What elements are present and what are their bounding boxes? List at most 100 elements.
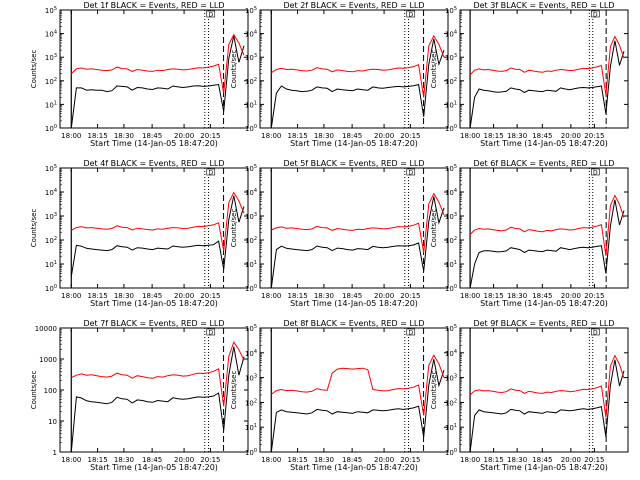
y-tick-label: 103 xyxy=(445,212,457,221)
x-tick-label: 18:00 xyxy=(61,456,81,464)
x-tick-label: 18:00 xyxy=(460,132,480,140)
y-tick-label: 100 xyxy=(245,448,257,457)
y-tick-label: 100 xyxy=(445,124,457,133)
panel-7: Det 7f BLACK = Events, RED = LLD Counts/s… xyxy=(30,319,249,472)
x-tick-label: 18:15 xyxy=(484,292,504,300)
y-tick-label: 105 xyxy=(45,6,57,15)
x-tick-label: 18:30 xyxy=(114,456,134,464)
x-tick-label: 20:00 xyxy=(561,456,581,464)
y-tick-label: 101 xyxy=(445,260,457,269)
flag-box xyxy=(206,10,216,18)
lld-series-line xyxy=(469,35,625,96)
y-tick-label: 104 xyxy=(245,30,257,39)
x-tick-label: 20:00 xyxy=(174,132,194,140)
x-tick-label: 20:00 xyxy=(374,132,394,140)
x-tick-label: 18:45 xyxy=(532,292,552,300)
plot-frame xyxy=(259,327,449,453)
lld-series-line xyxy=(70,33,245,94)
y-axis-label: Counts/sec xyxy=(30,371,38,410)
x-axis-label: Start Time (14-Jan-05 18:47:20) xyxy=(480,299,608,308)
y-tick-label: 105 xyxy=(45,164,57,173)
y-tick-label: 1000 xyxy=(39,356,57,364)
events-series-line xyxy=(270,196,445,289)
panel-title: Det 6f BLACK = Events, RED = LLD xyxy=(473,159,614,168)
panel-title: Det 1f BLACK = Events, RED = LLD xyxy=(83,1,224,10)
x-tick-label: 18:00 xyxy=(261,456,281,464)
y-tick-label: 103 xyxy=(45,53,57,62)
panel-title: Det 7f BLACK = Events, RED = LLD xyxy=(83,319,224,328)
y-axis-label: Counts/sec xyxy=(230,50,238,89)
y-tick-label: 105 xyxy=(245,6,257,15)
panel-8: Det 8f BLACK = Events, RED = LLD Counts/s… xyxy=(230,319,449,472)
y-tick-label: 100 xyxy=(245,284,257,293)
plot-frame xyxy=(259,167,449,289)
y-tick-label: 105 xyxy=(245,164,257,173)
x-axis-label: Start Time (14-Jan-05 18:47:20) xyxy=(290,139,418,148)
x-axis-label: Start Time (14-Jan-05 18:47:20) xyxy=(90,463,218,472)
y-tick-label: 102 xyxy=(445,236,457,245)
events-series-line xyxy=(70,346,245,453)
panel-title: Det 9f BLACK = Events, RED = LLD xyxy=(473,319,614,328)
panel-title: Det 3f BLACK = Events, RED = LLD xyxy=(473,1,614,10)
y-tick-label: 102 xyxy=(45,77,57,86)
x-tick-label: 18:30 xyxy=(314,456,334,464)
x-tick-label: 20:00 xyxy=(561,132,581,140)
x-tick-label: 18:45 xyxy=(142,456,162,464)
lld-series-line xyxy=(469,354,625,418)
y-tick-label: 100 xyxy=(45,124,57,133)
x-tick-label: 18:00 xyxy=(460,292,480,300)
x-tick-label: 20:15 xyxy=(400,132,420,140)
flag-label: D xyxy=(208,12,213,19)
panel-title: Det 5f BLACK = Events, RED = LLD xyxy=(283,159,424,168)
plot-frame xyxy=(259,9,449,129)
y-tick-label: 10000 xyxy=(35,325,57,333)
x-tick-label: 20:15 xyxy=(584,132,604,140)
x-tick-label: 18:15 xyxy=(288,132,308,140)
x-tick-label: 18:15 xyxy=(288,292,308,300)
x-tick-label: 20:15 xyxy=(400,456,420,464)
flag-box xyxy=(406,10,416,18)
x-tick-label: 18:45 xyxy=(342,292,362,300)
x-tick-label: 20:15 xyxy=(200,456,220,464)
y-tick-label: 100 xyxy=(245,124,257,133)
y-axis-label: Counts/sec xyxy=(30,50,38,89)
lld-series-line xyxy=(71,340,245,407)
x-axis-label: Start Time (14-Jan-05 18:47:20) xyxy=(290,463,418,472)
events-series-line xyxy=(70,35,245,129)
plot-frame xyxy=(459,9,629,129)
lld-series-line xyxy=(271,192,445,253)
x-tick-label: 18:30 xyxy=(114,292,134,300)
x-tick-label: 18:00 xyxy=(261,132,281,140)
panel-1: Det 1f BLACK = Events, RED = LLD Counts/s… xyxy=(30,1,249,148)
y-tick-label: 103 xyxy=(45,212,57,221)
y-tick-label: 101 xyxy=(445,100,457,109)
flag-box xyxy=(406,328,416,336)
y-tick-label: 105 xyxy=(245,324,257,333)
x-tick-label: 20:00 xyxy=(174,456,194,464)
y-tick-label: 102 xyxy=(45,236,57,245)
events-series-line xyxy=(469,40,625,129)
x-tick-label: 18:30 xyxy=(507,456,527,464)
y-tick-label: 105 xyxy=(445,324,457,333)
y-tick-label: 102 xyxy=(445,77,457,86)
y-tick-label: 104 xyxy=(445,30,457,39)
panel-9: Det 9f BLACK = Events, RED = LLD Counts/s… xyxy=(430,319,629,472)
events-series-line xyxy=(469,359,625,453)
y-tick-label: 100 xyxy=(445,284,457,293)
plot-frame xyxy=(459,167,629,289)
flag-box xyxy=(206,168,216,176)
x-tick-label: 18:00 xyxy=(61,132,81,140)
x-axis-label: Start Time (14-Jan-05 18:47:20) xyxy=(90,299,218,308)
y-tick-label: 104 xyxy=(45,30,57,39)
x-axis-label: Start Time (14-Jan-05 18:47:20) xyxy=(290,299,418,308)
x-tick-label: 20:00 xyxy=(174,292,194,300)
plot-frame xyxy=(59,327,249,453)
panel-3: Det 3f BLACK = Events, RED = LLD Counts/s… xyxy=(430,1,629,148)
x-tick-label: 18:15 xyxy=(88,132,108,140)
y-tick-label: 100 xyxy=(44,387,57,395)
x-tick-label: 18:45 xyxy=(532,456,552,464)
x-tick-label: 20:15 xyxy=(400,292,420,300)
flag-box xyxy=(591,328,600,336)
